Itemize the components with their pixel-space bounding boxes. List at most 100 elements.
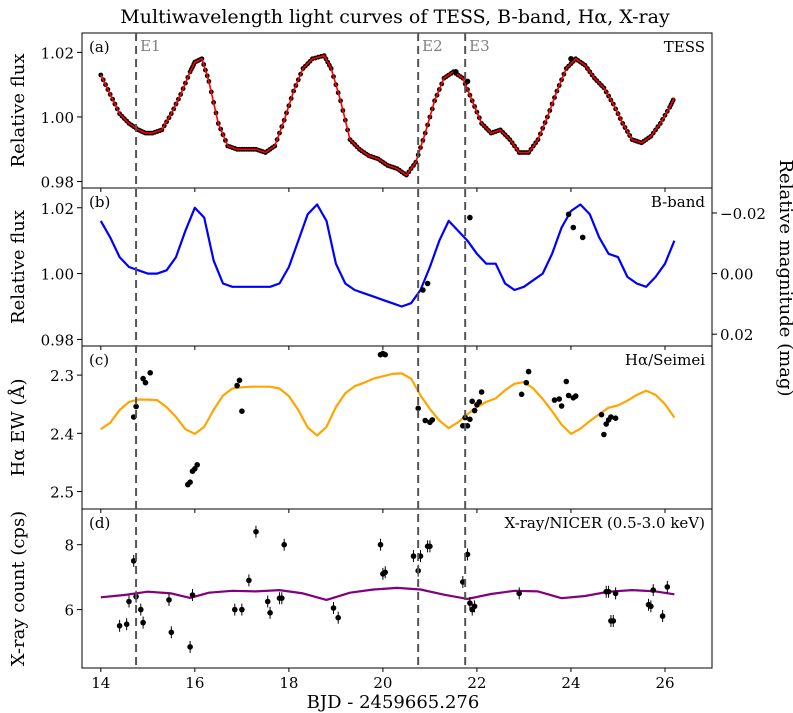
x-tick-label: 26	[655, 674, 674, 692]
panel-b-frame	[81, 187, 713, 347]
data-point	[453, 69, 459, 75]
data-point	[608, 414, 614, 420]
data-point	[281, 541, 288, 548]
data-point	[126, 598, 132, 605]
data-point	[476, 399, 483, 405]
panel-c: 2.3 2.4 2.5 Hα EW (Å) (c) Hα/Seimei	[7, 345, 713, 513]
data-point	[232, 606, 238, 613]
data-point	[279, 595, 285, 601]
data-point	[138, 606, 144, 613]
panel-a-frame	[81, 32, 713, 189]
data-point	[116, 623, 123, 629]
data-point	[246, 577, 252, 584]
y-tick-label: 0.98	[41, 331, 74, 349]
data-point	[471, 603, 478, 610]
data-point	[253, 528, 259, 535]
data-point	[601, 431, 607, 438]
y-tick-label: 2.3	[50, 367, 74, 385]
x-tick-label: 14	[91, 674, 110, 692]
x-axis: 14 16 18 20 22 24 26	[91, 674, 674, 692]
data-point	[133, 403, 139, 410]
data-point	[603, 421, 609, 427]
data-point	[565, 392, 572, 399]
data-point	[612, 590, 619, 597]
data-point	[234, 382, 240, 389]
data-point	[427, 543, 433, 550]
data-point	[610, 618, 617, 624]
data-point	[469, 398, 476, 405]
series-line-d	[100, 586, 675, 601]
data-point	[556, 396, 562, 402]
data-point	[264, 598, 271, 605]
event-label-e1: E1	[140, 37, 161, 55]
data-point	[377, 541, 384, 548]
data-point	[568, 56, 574, 62]
data-point	[659, 613, 666, 619]
data-point	[551, 397, 558, 403]
data-point	[236, 377, 243, 384]
data-point	[422, 417, 429, 424]
y-tick-label: 2.4	[50, 425, 74, 443]
data-point	[267, 610, 273, 616]
data-point	[467, 600, 473, 606]
panel-letter: (c)	[89, 351, 109, 369]
data-point	[650, 587, 656, 593]
panel-letter: (a)	[89, 38, 110, 56]
data-point	[664, 584, 671, 590]
panel-letter: (b)	[89, 193, 110, 211]
data-point	[187, 644, 193, 650]
panel-d-frame	[81, 508, 713, 669]
data-point	[194, 462, 200, 468]
data-point	[598, 411, 605, 418]
y2-axis-label: Relative magnitude (mag)	[775, 160, 793, 397]
data-point	[142, 379, 149, 386]
series-line-b	[99, 203, 676, 308]
data-point	[189, 592, 196, 598]
panel-label: X-ray/NICER (0.5-3.0 keV)	[505, 514, 705, 532]
y2-tick-label: 0.00	[720, 266, 753, 284]
data-point	[147, 370, 153, 376]
data-point	[382, 351, 389, 358]
y-axis-label: Relative flux	[8, 210, 29, 324]
data-point	[648, 603, 654, 610]
data-point	[429, 417, 436, 423]
panel-c-frame	[81, 345, 713, 510]
data-point	[187, 479, 193, 486]
panel-b: 0.98 1.00 1.02 Relative flux (b) B-band −0.02 0…	[8, 160, 793, 397]
data-point	[572, 393, 579, 399]
data-point	[518, 391, 525, 398]
series-line-a	[100, 54, 676, 176]
panel-label: TESS	[664, 38, 705, 56]
data-point	[605, 588, 612, 595]
data-point	[410, 553, 417, 559]
data-point	[123, 621, 130, 627]
y-tick-label: 1.02	[41, 200, 74, 218]
panel-label: B-band	[651, 193, 706, 211]
y-tick-label: 2.5	[50, 484, 74, 502]
y-axis-label: Hα EW (Å)	[7, 379, 29, 477]
data-point	[140, 619, 146, 626]
y-tick-label: 1.00	[41, 109, 74, 127]
data-point	[415, 405, 422, 412]
data-point	[467, 416, 473, 423]
data-point	[565, 211, 572, 218]
chart-panels: 0.98 1.00 1.02 Relative flux (a) TESS 0.98 1.00…	[7, 32, 793, 672]
panel-label: Hα/Seimei	[625, 351, 705, 369]
data-point	[239, 606, 245, 613]
x-tick-label: 16	[185, 674, 204, 692]
data-point	[478, 389, 485, 395]
series-line-c	[100, 372, 676, 437]
panel-a: 0.98 1.00 1.02 Relative flux (a) TESS	[8, 32, 713, 192]
panel-letter: (d)	[89, 514, 110, 532]
data-point	[516, 590, 522, 597]
chart-title: Multiwavelength light curves of TESS, B-…	[120, 6, 670, 28]
x-tick-label: 24	[561, 674, 580, 692]
x-tick-label: 18	[279, 674, 298, 692]
y-axis-label: X-ray count (cps)	[8, 511, 29, 666]
data-point	[612, 415, 619, 422]
data-point	[420, 287, 426, 293]
y2-tick-label: 0.02	[720, 326, 753, 344]
x-tick-label: 22	[467, 674, 486, 692]
y2-tick-label: −0.02	[720, 205, 766, 223]
